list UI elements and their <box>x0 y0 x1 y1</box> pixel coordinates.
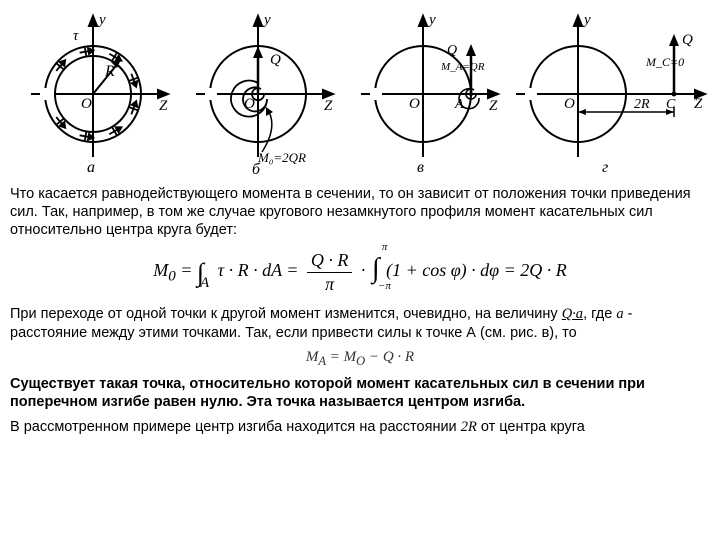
label-MA: M_A=QR <box>440 61 485 73</box>
axis-y-b: y <box>262 12 271 28</box>
axis-z-g: Z <box>694 96 703 112</box>
origin-a: O <box>81 96 92 112</box>
axis-y-a: y <box>97 12 106 28</box>
paragraph-1: Что касается равнодействующего момента в… <box>10 185 710 239</box>
panel-label-g: г <box>602 159 608 176</box>
paragraph-3: Существует такая точка, относительно кот… <box>10 375 710 411</box>
p2-part-b: , где <box>583 306 616 322</box>
p4-part-b: от центра круга <box>477 419 585 435</box>
panel-label-a: а <box>87 159 95 176</box>
p3-bold: Существует такая точка, относительно кот… <box>10 376 645 410</box>
equation-main: M0 = ∫A τ · R · dA = Q · R π · π ∫ −π (1… <box>10 249 710 295</box>
label-M0: M₀=2QR <box>257 150 306 165</box>
axis-z-v: Z <box>489 98 498 114</box>
figure-panel-g: Q M_C=0 2R C y Z O г <box>508 12 708 177</box>
eq-limit-high: π <box>382 241 388 255</box>
label-Q-v: Q <box>447 43 457 58</box>
axis-z-a: Z <box>159 98 168 114</box>
origin-b: O <box>244 96 255 112</box>
p2-part-a: При переходе от одной точки к другой мом… <box>10 306 562 322</box>
label-A: A <box>454 97 464 112</box>
label-tau: τ <box>73 28 79 44</box>
panel-label-b: б <box>252 161 261 177</box>
label-Q-b: Q <box>270 52 281 68</box>
eq-sub-A: A <box>200 275 209 291</box>
panel-label-v: в <box>417 159 424 176</box>
figure-panel-a: R τ y Z O а <box>13 12 173 177</box>
paragraph-2: При переходе от одной точки к другой мом… <box>10 305 710 341</box>
paragraph-4: В рассмотренном примере центр изгиба нах… <box>10 418 710 436</box>
p2-a-italic: a <box>616 306 623 322</box>
figure-row: R τ y Z O а Q y <box>10 12 710 177</box>
figure-panel-v: Q M_A=QR A y Z O в <box>343 12 503 177</box>
axis-y-v: y <box>427 12 436 28</box>
label-R: R <box>104 63 115 80</box>
axis-z-b: Z <box>324 98 333 114</box>
p4-part-a: В рассмотренном примере центр изгиба нах… <box>10 419 461 435</box>
origin-g: O <box>564 96 575 112</box>
eq-limit-low: −π <box>378 280 391 294</box>
equation-small: MA = MO − Q · R <box>10 348 710 370</box>
p4-2R: 2R <box>461 419 477 435</box>
p2-Qa: Q·a <box>562 306 583 322</box>
axis-y-g: y <box>582 12 591 28</box>
origin-v: O <box>409 96 420 112</box>
figure-panel-b: Q y Z O M₀=2QR б <box>178 12 338 177</box>
label-C: C <box>666 97 676 112</box>
label-2R: 2R <box>634 97 650 112</box>
label-MC: M_C=0 <box>645 55 684 69</box>
label-Q-g: Q <box>682 32 693 48</box>
